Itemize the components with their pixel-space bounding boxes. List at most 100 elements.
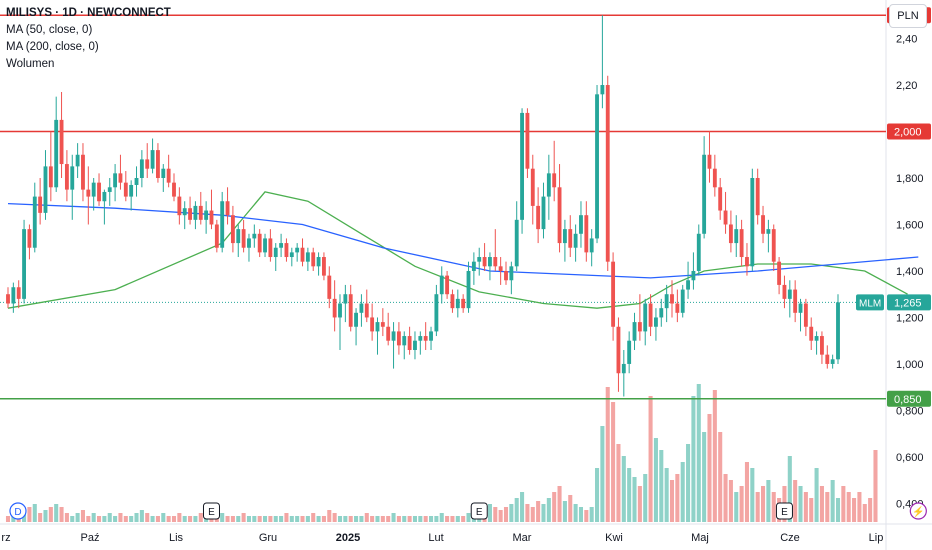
- volume-bar: [32, 504, 37, 522]
- ma200-legend[interactable]: MA (200, close, 0): [6, 41, 99, 53]
- volume-bar: [675, 474, 680, 522]
- volume-bar: [611, 402, 616, 522]
- earnings-marker: [202, 502, 220, 520]
- time-tick-label: Kwi: [605, 532, 623, 544]
- volume-bar: [814, 468, 819, 522]
- candle-body: [343, 294, 348, 304]
- volume-bar: [525, 504, 530, 522]
- split-marker: [909, 502, 927, 520]
- candle-body: [830, 359, 835, 364]
- candle-body: [38, 196, 43, 213]
- volume-bar: [723, 474, 728, 522]
- volume-bar: [86, 516, 91, 522]
- level-label-box: [887, 123, 931, 140]
- volume-bar: [262, 516, 268, 522]
- volume-bar: [246, 516, 252, 522]
- candle-body: [568, 229, 573, 248]
- candle-body: [123, 182, 128, 197]
- candle-body: [686, 280, 690, 290]
- time-tick-label: rz: [1, 532, 10, 544]
- candle-body: [439, 275, 444, 295]
- volume-bar: [96, 516, 102, 522]
- candle-body: [70, 166, 75, 190]
- candle-body: [332, 298, 337, 318]
- candle-body: [734, 229, 739, 244]
- symbol-title[interactable]: MILISYS · 1D · NEWCONNECT: [6, 7, 171, 19]
- volume-bar: [744, 462, 750, 522]
- volume-legend[interactable]: Wolumen: [6, 58, 55, 70]
- volume-bar: [252, 516, 257, 522]
- candle-body: [32, 196, 37, 248]
- volume-bar: [541, 504, 546, 522]
- candle-body: [809, 326, 814, 341]
- candle-body: [118, 173, 123, 183]
- time-tick-label: Lip: [869, 532, 884, 544]
- candle-body: [161, 168, 166, 178]
- volume-bar: [139, 510, 144, 522]
- candle-body: [81, 154, 85, 190]
- candle-body: [654, 317, 658, 327]
- candle-body: [659, 308, 664, 318]
- candle-body: [375, 322, 380, 332]
- candle-body: [193, 205, 198, 220]
- volume-bar: [316, 516, 321, 522]
- volume-bar: [332, 513, 337, 522]
- volume-bar: [664, 468, 669, 522]
- price-tick-label: 0,800: [896, 405, 924, 417]
- volume-bar: [54, 504, 59, 522]
- candle-body: [488, 257, 492, 267]
- candle-body: [16, 287, 21, 299]
- volume-bar: [113, 516, 118, 522]
- volume-bar: [295, 516, 300, 522]
- volume-bar: [386, 516, 391, 522]
- level-label: 2,000: [894, 127, 922, 139]
- candle-body: [530, 168, 535, 206]
- price-tick-label: 1,800: [896, 173, 924, 185]
- time-tick-label: Maj: [691, 532, 709, 544]
- candle-body: [386, 326, 391, 341]
- candle-body: [263, 238, 267, 253]
- candle-body: [814, 336, 819, 341]
- ma50-legend[interactable]: MA (50, close, 0): [6, 24, 93, 36]
- volume-bar: [284, 513, 289, 522]
- currency-button[interactable]: PLN: [889, 4, 927, 28]
- volume-bar: [412, 516, 418, 522]
- volume-bar: [568, 495, 573, 522]
- event-marker-label: ⚡: [912, 505, 924, 518]
- event-marker-label: E: [208, 507, 215, 518]
- candle-body: [771, 229, 776, 262]
- candle-body: [573, 233, 578, 248]
- volume-bar: [461, 516, 466, 522]
- volume-bar: [343, 516, 348, 522]
- candle-body: [284, 243, 289, 258]
- volume-bar: [637, 486, 642, 522]
- dividend-marker: [9, 502, 27, 520]
- volume-bar: [659, 450, 664, 522]
- volume-bar: [498, 510, 503, 522]
- volume-bar: [300, 516, 305, 522]
- volume-bar: [193, 516, 198, 522]
- candle-body: [627, 340, 632, 364]
- volume-bar: [627, 468, 632, 522]
- candle-body: [745, 257, 749, 267]
- volume-bar: [188, 516, 193, 522]
- volume-bar: [819, 486, 824, 522]
- volume-bar: [873, 450, 878, 522]
- volume-bar: [669, 480, 675, 522]
- candle-body: [177, 196, 182, 216]
- volume-bar: [680, 462, 685, 522]
- volume-bar: [648, 396, 653, 522]
- volume-bar: [852, 498, 857, 522]
- volume-bar: [868, 498, 873, 522]
- candle-body: [91, 182, 96, 197]
- volume-bar: [134, 513, 139, 522]
- candle-body: [86, 189, 91, 197]
- candle-body: [370, 317, 375, 332]
- candle-body: [611, 261, 616, 327]
- volume-bar: [123, 516, 128, 522]
- last-price-label: 1,265: [894, 297, 922, 309]
- candle-body: [150, 150, 155, 169]
- candle-body: [64, 164, 69, 190]
- candle-body: [680, 289, 685, 313]
